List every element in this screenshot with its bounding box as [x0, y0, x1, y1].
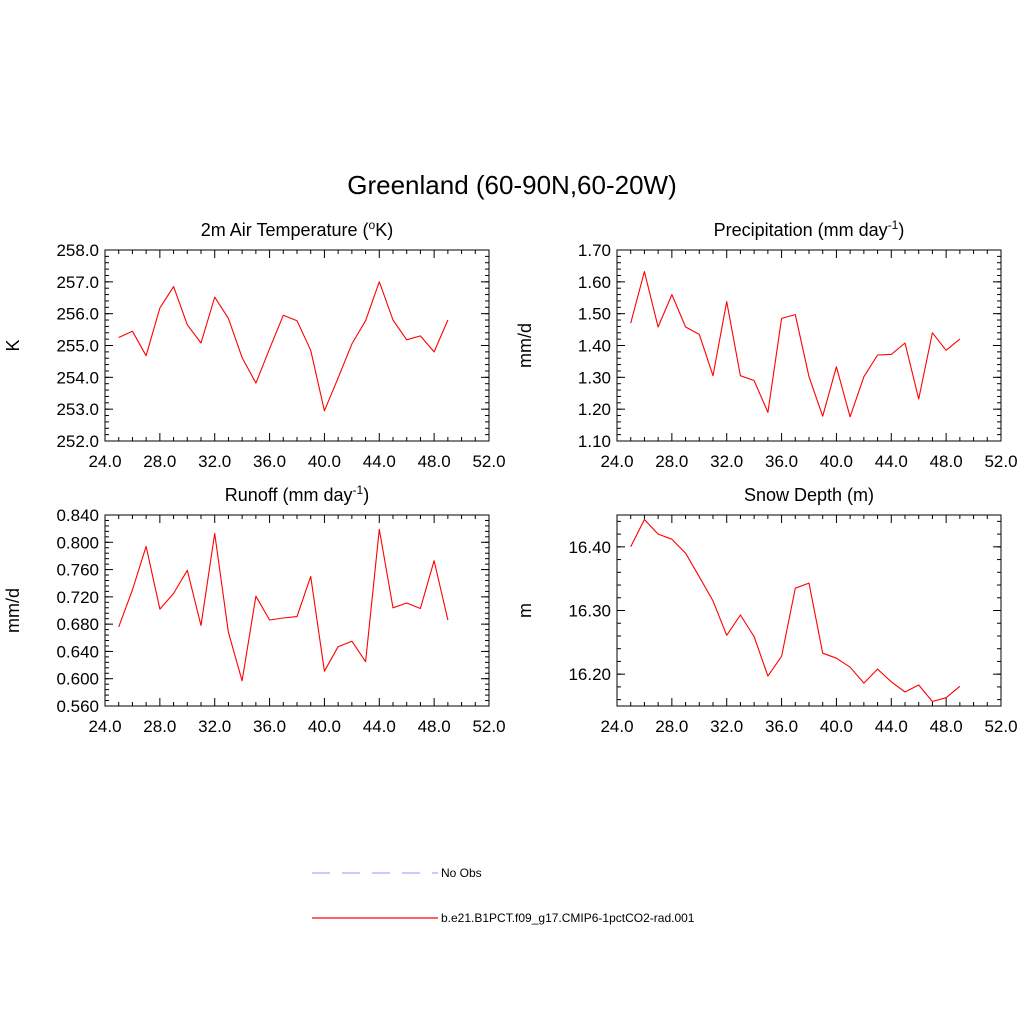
x-tick-label: 52.0 — [984, 717, 1017, 736]
x-tick-label: 24.0 — [88, 717, 121, 736]
x-tick-label: 48.0 — [930, 452, 963, 471]
figure-title: Greenland (60-90N,60-20W) — [347, 170, 677, 200]
chart-title: 2m Air Temperature (oK) — [201, 218, 393, 240]
chart-title-superscript: o — [369, 218, 376, 232]
chart-title-text: 2m Air Temperature ( — [201, 220, 369, 240]
x-tick-label: 36.0 — [253, 717, 286, 736]
x-tick-label: 24.0 — [600, 717, 633, 736]
chart-title-suffix: K) — [375, 220, 393, 240]
y-tick-label: 1.70 — [578, 241, 611, 260]
x-tick-label: 24.0 — [88, 452, 121, 471]
y-tick-label: 1.30 — [578, 368, 611, 387]
chart-panel-1: 2m Air Temperature (oK) K 24.0 28.0 32.0 36.0… — [3, 218, 506, 471]
chart-panel-3: Runoff (mm day-1) mm/d 24.0 28.0 32.0 36.0 40.… — [3, 483, 506, 736]
chart-title-text: Runoff (mm day — [225, 485, 353, 505]
x-tick-label: 36.0 — [765, 717, 798, 736]
x-tick-label: 36.0 — [253, 452, 286, 471]
chart-title-superscript: -1 — [353, 483, 364, 497]
x-tick-label: 32.0 — [710, 452, 743, 471]
y-axis-label: mm/d — [3, 588, 23, 633]
legend-item-1: No Obs — [312, 866, 482, 880]
y-tick-label: 258.0 — [56, 241, 99, 260]
y-tick-label: 255.0 — [56, 337, 99, 356]
x-tick-label: 28.0 — [655, 717, 688, 736]
plot-frame — [104, 249, 490, 442]
x-tick-label: 48.0 — [418, 452, 451, 471]
chart-title: Precipitation (mm day-1) — [714, 218, 905, 240]
x-tick-label: 52.0 — [472, 452, 505, 471]
y-tick-label: 0.600 — [56, 670, 99, 689]
x-tick-label: 36.0 — [765, 452, 798, 471]
chart-panel-2: Precipitation (mm day-1) mm/d 24.0 28.0 32.0… — [515, 218, 1018, 471]
x-tick-label: 40.0 — [308, 452, 341, 471]
y-tick-label: 254.0 — [56, 368, 99, 387]
x-tick-label: 52.0 — [984, 452, 1017, 471]
y-tick-label: 1.20 — [578, 400, 611, 419]
y-axis-label: K — [3, 339, 23, 351]
chart-panel-4: Snow Depth (m) m 24.0 28.0 32.0 36.0 40.0 44.0 4… — [515, 485, 1018, 736]
y-tick-label: 1.60 — [578, 273, 611, 292]
series-line-1 — [630, 518, 961, 703]
y-axis-label: mm/d — [515, 323, 535, 368]
y-tick-label: 253.0 — [56, 400, 99, 419]
x-tick-label: 32.0 — [198, 452, 231, 471]
plot-frame — [616, 249, 1002, 442]
x-tick-label: 32.0 — [198, 717, 231, 736]
y-tick-label: 0.800 — [56, 533, 99, 552]
x-tick-label: 44.0 — [363, 717, 396, 736]
chart-title: Snow Depth (m) — [744, 485, 874, 505]
x-tick-label: 28.0 — [143, 452, 176, 471]
x-tick-label: 24.0 — [600, 452, 633, 471]
y-tick-label: 0.720 — [56, 588, 99, 607]
x-tick-label: 48.0 — [418, 717, 451, 736]
y-tick-label: 257.0 — [56, 273, 99, 292]
plot-frame — [104, 514, 490, 707]
chart-title-suffix: ) — [898, 220, 904, 240]
x-tick-label: 44.0 — [875, 452, 908, 471]
legend-label: No Obs — [441, 866, 482, 880]
y-tick-label: 0.840 — [56, 506, 99, 525]
y-tick-label: 16.40 — [568, 538, 611, 557]
x-tick-label: 40.0 — [820, 717, 853, 736]
chart-title-suffix: ) — [363, 485, 369, 505]
y-tick-label: 16.30 — [568, 602, 611, 621]
chart-title: Runoff (mm day-1) — [225, 483, 369, 505]
legend-item-2: b.e21.B1PCT.f09_g17.CMIP6-1pctCO2-rad.00… — [312, 911, 695, 925]
y-tick-label: 0.640 — [56, 642, 99, 661]
x-tick-label: 52.0 — [472, 717, 505, 736]
x-tick-label: 32.0 — [710, 717, 743, 736]
y-tick-label: 0.760 — [56, 561, 99, 580]
chart-title-text: Precipitation (mm day — [714, 220, 888, 240]
chart-title-superscript: -1 — [888, 218, 899, 232]
series-line-1 — [118, 528, 449, 682]
series-line-1 — [630, 271, 961, 418]
legend: No Obs b.e21.B1PCT.f09_g17.CMIP6-1pctCO2-… — [312, 866, 695, 925]
y-tick-label: 0.560 — [56, 697, 99, 716]
chart-panels: 2m Air Temperature (oK) K 24.0 28.0 32.0 36.0… — [3, 218, 1018, 736]
chart-title-text: Snow Depth (m) — [744, 485, 874, 505]
x-tick-label: 40.0 — [308, 717, 341, 736]
y-tick-label: 1.10 — [578, 432, 611, 451]
x-tick-label: 40.0 — [820, 452, 853, 471]
legend-label: b.e21.B1PCT.f09_g17.CMIP6-1pctCO2-rad.00… — [441, 911, 695, 925]
y-tick-label: 1.40 — [578, 337, 611, 356]
series-line-1 — [118, 281, 449, 412]
y-tick-label: 0.680 — [56, 615, 99, 634]
y-tick-label: 16.20 — [568, 665, 611, 684]
x-tick-label: 44.0 — [363, 452, 396, 471]
y-tick-label: 1.50 — [578, 305, 611, 324]
y-axis-label: m — [515, 603, 535, 618]
y-tick-label: 256.0 — [56, 305, 99, 324]
x-tick-label: 44.0 — [875, 717, 908, 736]
x-tick-label: 28.0 — [655, 452, 688, 471]
y-tick-label: 252.0 — [56, 432, 99, 451]
plot-frame — [616, 514, 1002, 707]
x-tick-label: 48.0 — [930, 717, 963, 736]
x-tick-label: 28.0 — [143, 717, 176, 736]
